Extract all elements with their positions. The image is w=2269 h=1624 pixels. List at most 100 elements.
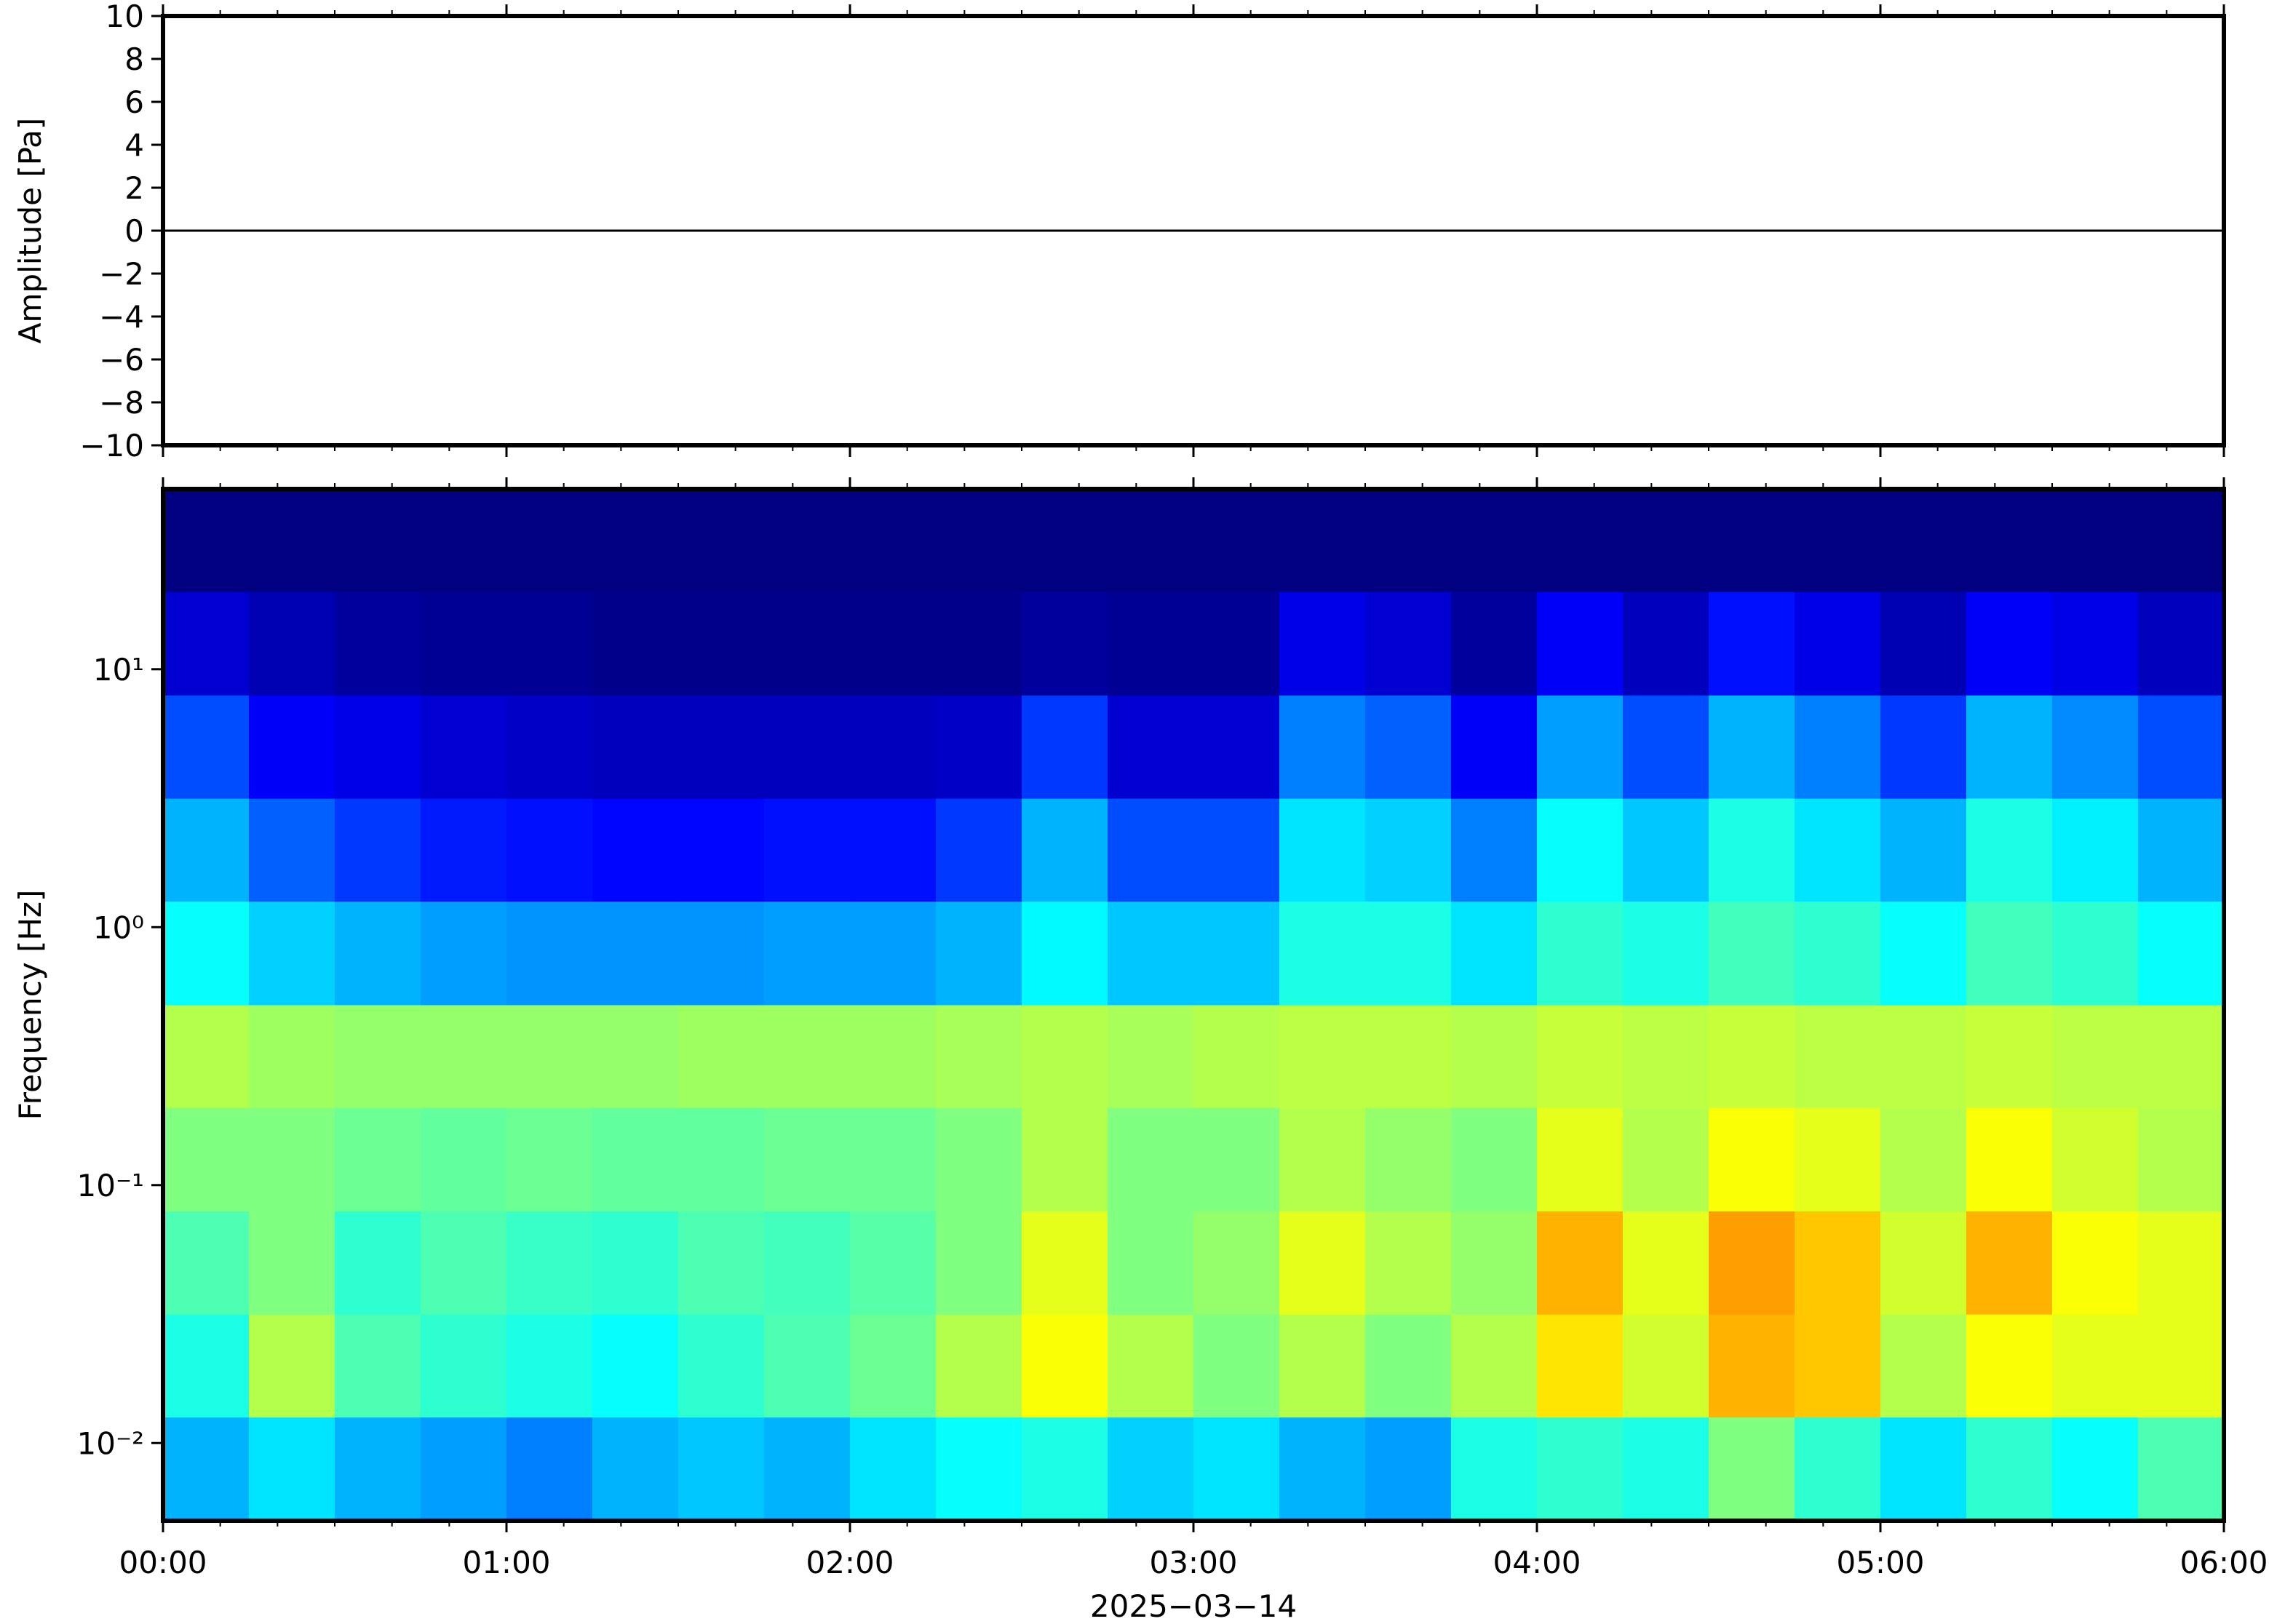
spectrogram-cell — [1880, 798, 1967, 902]
spectrogram-cell — [1966, 901, 2053, 1006]
spectrogram-cell — [335, 1211, 421, 1315]
spectrogram-cell — [1709, 592, 1795, 696]
spectrogram-cell — [592, 695, 679, 799]
y-tick-label: 0 — [124, 213, 144, 249]
spectrogram-cell — [163, 1417, 250, 1521]
spectrogram-cell — [249, 1005, 335, 1108]
spectrogram-cell — [1451, 1005, 1538, 1108]
spectrogram-cell — [1709, 901, 1795, 1006]
spectrogram-cell — [764, 1417, 851, 1521]
spectrogram-cell — [1795, 1107, 1881, 1211]
x-tick-label: 04:00 — [1493, 1545, 1581, 1580]
spectrogram-cell — [1365, 1211, 1452, 1315]
y-tick-label: 8 — [124, 41, 144, 77]
spectrogram-cell — [678, 1107, 765, 1211]
x-tick-label: 00:00 — [119, 1545, 207, 1580]
spectrogram-cell — [335, 1417, 421, 1521]
spectrogram-cell — [1279, 489, 1366, 592]
spectrogram-cell — [1365, 901, 1452, 1006]
spectrogram-cell — [1880, 489, 1967, 592]
spectrogram-cell — [1709, 798, 1795, 902]
y-tick-label: −6 — [99, 342, 144, 378]
spectrogram-cell — [1795, 1314, 1881, 1418]
y-tick-label: 6 — [124, 84, 144, 120]
spectrogram-cell — [2138, 1211, 2225, 1315]
spectrogram-cell — [678, 695, 765, 799]
spectrogram-cell — [678, 901, 765, 1006]
spectrogram-cell — [506, 798, 593, 902]
spectrogram-cell — [592, 489, 679, 592]
spectrogram-cell — [2052, 695, 2139, 799]
spectrogram-cell — [421, 901, 507, 1006]
spectrogram-cell — [850, 1417, 937, 1521]
spectrogram-cell — [850, 695, 937, 799]
spectrogram-cell — [850, 1314, 937, 1418]
spectrogram-cell — [764, 1107, 851, 1211]
spectrogram-cell — [1022, 798, 1108, 902]
y-tick-label: −2 — [99, 256, 144, 292]
x-axis-label: 2025−03−14 — [1090, 1588, 1297, 1624]
spectrogram-cell — [1365, 695, 1452, 799]
spectrogram-cell — [2052, 1005, 2139, 1108]
spectrogram-cell — [1623, 1417, 1709, 1521]
spectrogram-cell — [1108, 901, 1194, 1006]
spectrogram-cell — [1022, 695, 1108, 799]
spectrogram-cell — [2138, 1314, 2225, 1418]
x-tick-label: 05:00 — [1836, 1545, 1924, 1580]
spectrogram-cell — [764, 798, 851, 902]
spectrogram-cell — [506, 1417, 593, 1521]
spectrogram-cell — [1022, 901, 1108, 1006]
spectrogram-cell — [1193, 695, 1280, 799]
spectrogram-cell — [249, 489, 335, 592]
spectrogram-cell — [506, 1211, 593, 1315]
spectrogram-cell — [1966, 1314, 2053, 1418]
spectrogram-cell — [1880, 1107, 1967, 1211]
spectrogram-cell — [1880, 592, 1967, 696]
spectrogram-cell — [592, 1314, 679, 1418]
spectrogram-cell — [2138, 798, 2225, 902]
spectrogram-cell — [936, 1211, 1022, 1315]
spectrogram-cell — [1279, 1211, 1366, 1315]
spectrogram-cell — [592, 1107, 679, 1211]
spectrogram-cell — [1365, 1314, 1452, 1418]
spectrogram-cell — [936, 1005, 1022, 1108]
spectrogram-cell — [678, 1314, 765, 1418]
spectrogram-cell — [2052, 1211, 2139, 1315]
spectrogram-cell — [1623, 1314, 1709, 1418]
spectrogram-cell — [1795, 798, 1881, 902]
spectrogram-cell — [850, 901, 937, 1006]
spectrogram-cell — [1365, 489, 1452, 592]
spectrogram-cell — [1537, 489, 1624, 592]
spectrogram-cell — [2138, 1005, 2225, 1108]
spectrogram-cell — [678, 592, 765, 696]
spectrogram-cell — [1537, 1314, 1624, 1418]
y-tick-label: 10¹ — [93, 652, 144, 688]
spectrogram-cell — [850, 489, 937, 592]
spectrogram-cell — [1279, 901, 1366, 1006]
spectrogram-cell — [1193, 592, 1280, 696]
spectrogram-cell — [421, 1417, 507, 1521]
spectrogram-cell — [1537, 1211, 1624, 1315]
spectrogram-cell — [1279, 1314, 1366, 1418]
spectrogram-cell — [1966, 1107, 2053, 1211]
spectrogram-cell — [2052, 798, 2139, 902]
spectrogram-cell — [850, 1107, 937, 1211]
spectrogram-cell — [1365, 1005, 1452, 1108]
spectrogram-cell — [1022, 1314, 1108, 1418]
spectrogram-cell — [1365, 798, 1452, 902]
spectrogram-cell — [335, 798, 421, 902]
spectrogram-cell — [163, 798, 250, 902]
spectrogram-cell — [1108, 489, 1194, 592]
y-axis-label: Amplitude [Pa] — [12, 118, 48, 344]
spectrogram-cell — [678, 1005, 765, 1108]
spectrogram-cell — [1537, 1005, 1624, 1108]
spectrogram-cell — [2138, 489, 2225, 592]
spectrogram-cell — [1880, 695, 1967, 799]
spectrogram-cell — [936, 592, 1022, 696]
spectrogram-cell — [421, 1211, 507, 1315]
spectrogram-cell — [678, 1211, 765, 1315]
spectrogram-cell — [592, 798, 679, 902]
spectrogram-cell — [249, 798, 335, 902]
x-tick-label: 06:00 — [2179, 1545, 2268, 1580]
